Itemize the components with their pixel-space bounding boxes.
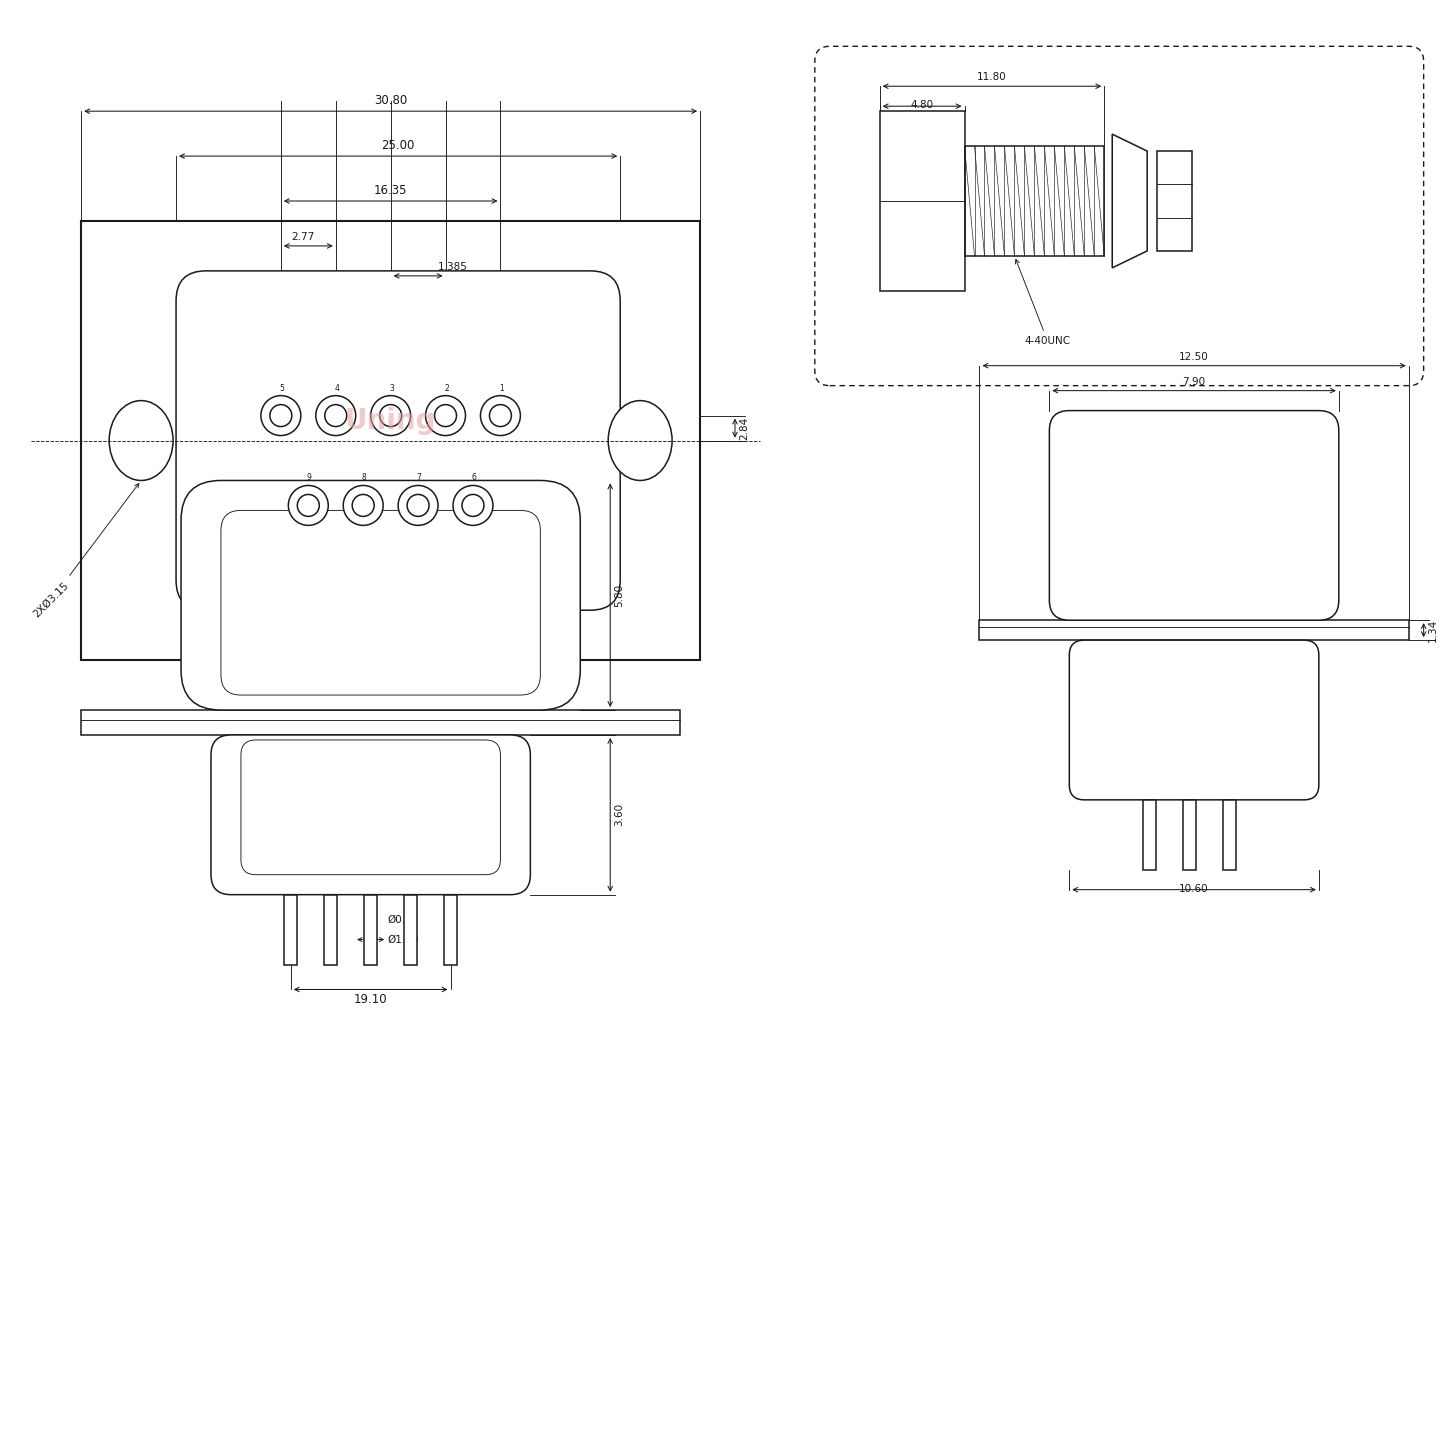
Bar [979,621,1408,641]
Polygon shape [1112,134,1148,268]
Text: 7.90: 7.90 [1182,377,1205,387]
FancyBboxPatch shape [176,271,621,611]
Circle shape [454,485,492,526]
Text: 10.60: 10.60 [1179,884,1210,894]
Text: 16.35: 16.35 [374,184,408,197]
FancyBboxPatch shape [220,510,540,696]
Text: 4.80: 4.80 [910,101,933,111]
Bar [364,894,377,965]
Circle shape [481,396,520,435]
Bar [405,894,418,965]
Bar [81,220,700,660]
Bar [444,894,456,965]
Text: 3: 3 [389,383,395,393]
Ellipse shape [608,400,672,481]
Bar [81,710,680,734]
Text: 2XØ3.15: 2XØ3.15 [32,484,138,619]
Bar [324,894,337,965]
Text: 4: 4 [334,383,340,393]
Circle shape [462,494,484,517]
Bar [1143,799,1156,870]
FancyBboxPatch shape [815,46,1424,386]
Text: 1.385: 1.385 [438,262,468,272]
Text: Ø0.95: Ø0.95 [387,914,419,924]
Text: 19.10: 19.10 [354,994,387,1007]
Text: 9: 9 [307,474,311,482]
Text: 5.80: 5.80 [615,583,624,606]
Bar [880,111,965,291]
Ellipse shape [109,400,173,481]
Circle shape [325,405,347,426]
Circle shape [397,485,438,526]
Circle shape [380,405,402,426]
Text: 2.77: 2.77 [292,232,315,242]
Circle shape [343,485,383,526]
Text: 1: 1 [500,383,504,393]
Text: 25.00: 25.00 [382,140,415,153]
Circle shape [288,485,328,526]
FancyBboxPatch shape [1070,641,1319,799]
Circle shape [426,396,465,435]
Text: 8: 8 [361,474,367,482]
Bar [1158,151,1192,251]
FancyBboxPatch shape [212,734,530,894]
Circle shape [297,494,320,517]
Circle shape [353,494,374,517]
Circle shape [408,494,429,517]
Text: Uning: Uning [346,406,436,435]
Circle shape [315,396,356,435]
Bar [1223,799,1236,870]
Circle shape [269,405,292,426]
Text: 11.80: 11.80 [978,72,1007,82]
Text: Ø1.50: Ø1.50 [387,935,419,945]
Text: 4-40UNC: 4-40UNC [1015,259,1070,346]
Text: 1.34: 1.34 [1427,619,1437,642]
Text: 30.80: 30.80 [374,94,408,107]
Bar [284,894,297,965]
Text: 7: 7 [416,474,422,482]
Text: 3.60: 3.60 [615,804,624,827]
Circle shape [261,396,301,435]
Text: 5: 5 [279,383,284,393]
Text: 2: 2 [444,383,449,393]
Text: 6: 6 [471,474,477,482]
FancyBboxPatch shape [240,740,501,874]
Circle shape [370,396,410,435]
Bar [965,145,1104,256]
Text: 12.50: 12.50 [1179,351,1210,361]
FancyBboxPatch shape [1050,410,1339,621]
Bar [1182,799,1195,870]
FancyBboxPatch shape [181,481,580,710]
Circle shape [490,405,511,426]
Circle shape [435,405,456,426]
Text: 2.84: 2.84 [739,416,749,439]
